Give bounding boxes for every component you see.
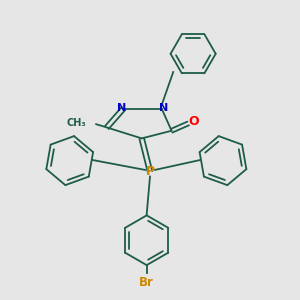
Text: N: N <box>117 103 126 112</box>
Text: P: P <box>146 165 154 178</box>
Text: O: O <box>189 115 200 128</box>
Text: N: N <box>159 103 168 112</box>
Text: Br: Br <box>139 276 154 289</box>
Text: CH₃: CH₃ <box>66 118 86 128</box>
